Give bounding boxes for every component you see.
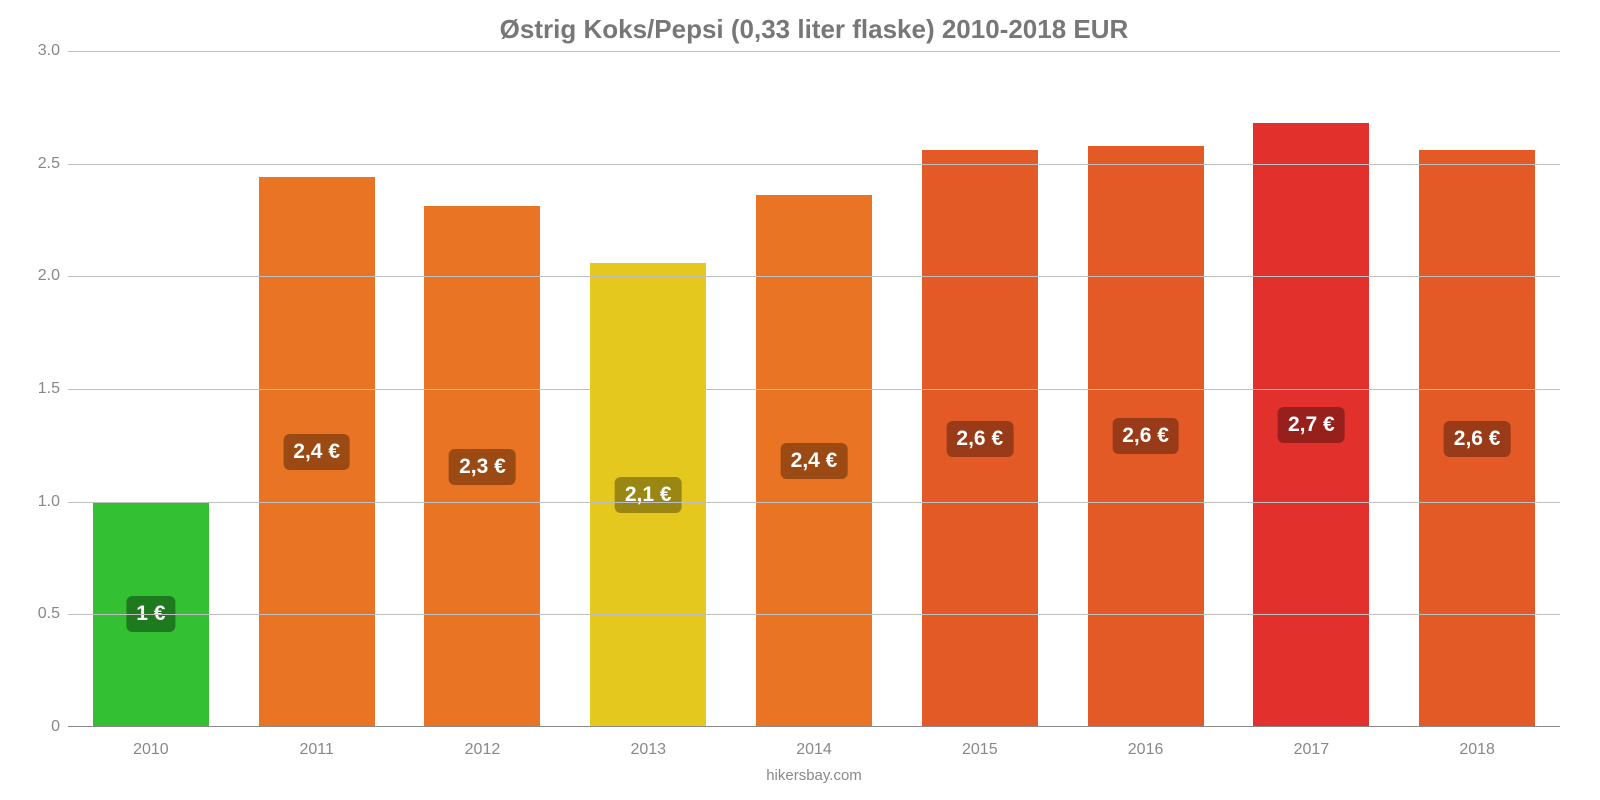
x-tick-label: 2010: [68, 741, 234, 759]
gridline: [68, 614, 1560, 615]
bar-value-label: 2,6 €: [1444, 421, 1511, 457]
bar-value-label: 2,4 €: [283, 434, 350, 470]
gridline: [68, 276, 1560, 277]
y-tick-label: 0: [20, 718, 60, 736]
bar-value-label: 2,6 €: [946, 421, 1013, 457]
y-tick-label: 3.0: [20, 42, 60, 60]
x-tick-label: 2012: [400, 741, 566, 759]
bar-value-label: 2,3 €: [449, 449, 516, 485]
y-tick-label: 1.0: [20, 493, 60, 511]
chart-container: Østrig Koks/Pepsi (0,33 liter flaske) 20…: [0, 0, 1600, 800]
x-tick-label: 2014: [731, 741, 897, 759]
gridline: [68, 389, 1560, 390]
x-tick-label: 2011: [234, 741, 400, 759]
gridline: [68, 51, 1560, 52]
bar: 2,7 €: [1253, 123, 1369, 727]
x-tick-label: 2018: [1394, 741, 1560, 759]
x-baseline: [68, 726, 1560, 727]
bar-value-label: 2,1 €: [615, 477, 682, 513]
bar: 2,6 €: [1419, 150, 1535, 727]
bar: 2,4 €: [259, 177, 375, 727]
bar: 2,6 €: [1088, 146, 1204, 727]
x-tick-label: 2016: [1063, 741, 1229, 759]
y-tick-label: 2.0: [20, 267, 60, 285]
x-tick-label: 2017: [1228, 741, 1394, 759]
bar: 2,4 €: [756, 195, 872, 727]
bar: 2,3 €: [424, 206, 540, 727]
bar: 2,1 €: [590, 263, 706, 727]
attribution-text: hikersbay.com: [68, 767, 1560, 784]
plot-area: 1 €2,4 €2,3 €2,1 €2,4 €2,6 €2,6 €2,7 €2,…: [68, 51, 1560, 727]
y-tick-label: 0.5: [20, 605, 60, 623]
bar-value-label: 2,7 €: [1278, 407, 1345, 443]
chart-title: Østrig Koks/Pepsi (0,33 liter flaske) 20…: [68, 14, 1560, 45]
gridline: [68, 164, 1560, 165]
x-tick-label: 2015: [897, 741, 1063, 759]
x-tick-label: 2013: [565, 741, 731, 759]
x-axis: 201020112012201320142015201620172018: [68, 741, 1560, 759]
y-tick-label: 2.5: [20, 155, 60, 173]
gridline: [68, 502, 1560, 503]
y-tick-label: 1.5: [20, 380, 60, 398]
bar: 2,6 €: [922, 150, 1038, 727]
bar-value-label: 2,4 €: [781, 443, 848, 479]
bar-value-label: 2,6 €: [1112, 418, 1179, 454]
